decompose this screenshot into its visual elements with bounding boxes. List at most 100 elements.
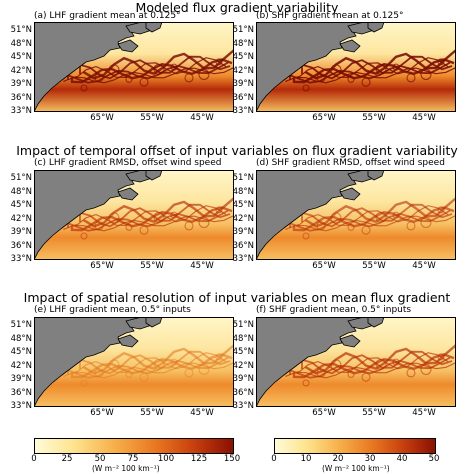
gulf-stream-band	[304, 49, 456, 80]
lat-tick-label: 48°N	[10, 333, 32, 344]
lat-tick-label: 42°N	[232, 213, 254, 224]
eddy-feature	[420, 364, 432, 375]
land-mass	[117, 187, 139, 201]
map-frame	[34, 170, 234, 260]
map-panel-d	[256, 170, 456, 260]
eddy-feature	[375, 211, 387, 223]
lat-tick-label: 33°N	[232, 254, 254, 264]
lat-tick-label: 48°N	[10, 38, 32, 49]
lon-tick-label: 55°W	[140, 408, 164, 418]
lon-tick-label: 45°W	[412, 408, 436, 418]
land-mass	[145, 317, 163, 328]
lat-tick-label: 51°N	[232, 320, 254, 330]
lat-tick-label: 39°N	[10, 79, 32, 89]
gulf-stream-band	[304, 197, 456, 228]
lat-tick-label: 39°N	[10, 374, 32, 384]
eddy-feature	[330, 212, 342, 224]
land-mass	[117, 334, 139, 348]
lat-tick-label: 48°N	[232, 38, 254, 49]
eddy-feature	[302, 84, 310, 92]
lat-tick-label: 42°N	[10, 360, 32, 371]
section-title-2: Impact of temporal offset of input varia…	[16, 143, 458, 158]
eddy-feature	[184, 221, 194, 231]
lat-tick-label: 33°N	[232, 106, 254, 116]
colorbar-shf	[274, 438, 436, 454]
panel-title-e: (e) LHF gradient mean, 0.5° inputs	[34, 305, 191, 315]
land-mass	[339, 39, 361, 53]
lon-tick-label: 55°W	[362, 261, 386, 271]
eddy-feature	[170, 63, 178, 71]
eddy-feature	[139, 225, 149, 235]
eddy-feature	[125, 370, 133, 378]
gulf-stream-band	[82, 49, 234, 80]
eddy-feature	[198, 364, 210, 375]
gulf-stream-band	[79, 203, 231, 228]
land-mass	[339, 187, 361, 201]
lat-tick-label: 36°N	[232, 92, 254, 103]
eddy-feature	[153, 63, 165, 75]
lon-tick-label: 65°W	[90, 113, 114, 123]
gulf-stream-band	[82, 197, 234, 228]
gulf-stream-band	[301, 203, 453, 228]
map-frame	[256, 22, 456, 112]
map-e	[34, 317, 234, 407]
map-b	[256, 22, 456, 112]
eddy-feature	[108, 212, 120, 224]
gulf-stream-band	[79, 55, 231, 80]
map-d	[256, 170, 456, 260]
land-mass	[367, 317, 385, 328]
eddy-feature	[330, 359, 342, 371]
lon-tick-label: 65°W	[312, 261, 336, 271]
eddy-feature	[80, 84, 88, 92]
lat-tick-label: 36°N	[10, 92, 32, 103]
lat-tick-label: 39°N	[232, 79, 254, 89]
gulf-stream-band	[67, 356, 229, 379]
lat-tick-label: 45°N	[10, 52, 32, 62]
map-frame	[34, 317, 234, 407]
panel-title-c: (c) LHF gradient RMSD, offset wind speed	[34, 158, 222, 168]
colorbar-tick-label: 0	[31, 454, 37, 464]
eddy-feature	[361, 372, 371, 382]
eddy-feature	[215, 206, 223, 214]
map-panel-b	[256, 22, 456, 112]
land-mass	[339, 334, 361, 348]
lat-tick-label: 48°N	[10, 186, 32, 197]
lon-tick-label: 55°W	[140, 261, 164, 271]
gulf-stream-band	[301, 55, 453, 80]
lon-tick-label: 45°W	[412, 261, 436, 271]
eddy-feature	[406, 73, 416, 83]
eddy-feature	[139, 372, 149, 382]
lon-tick-label: 65°W	[312, 113, 336, 123]
map-c	[34, 170, 234, 260]
eddy-feature	[170, 211, 178, 219]
eddy-feature	[316, 368, 326, 378]
eddy-feature	[108, 64, 120, 76]
lat-tick-label: 48°N	[232, 186, 254, 197]
land-mass	[117, 39, 139, 53]
eddy-feature	[94, 73, 104, 83]
colorbar-tick-label: 125	[190, 454, 208, 464]
colorbar-tick-label: 0	[271, 454, 277, 464]
map-frame	[34, 22, 234, 112]
eddy-feature	[198, 69, 210, 80]
eddy-feature	[437, 353, 445, 361]
lat-tick-label: 42°N	[10, 65, 32, 76]
eddy-feature	[347, 370, 355, 378]
map-frame	[256, 170, 456, 260]
lat-tick-label: 51°N	[232, 25, 254, 35]
lat-tick-label: 45°N	[10, 347, 32, 357]
lat-tick-label: 48°N	[232, 333, 254, 344]
eddy-feature	[184, 368, 194, 378]
eddy-feature	[153, 358, 165, 370]
eddy-feature	[170, 358, 178, 366]
eddy-feature	[316, 221, 326, 231]
eddy-feature	[392, 211, 400, 219]
lat-tick-label: 45°N	[232, 52, 254, 62]
eddy-feature	[375, 63, 387, 75]
lon-tick-label: 65°W	[90, 261, 114, 271]
eddy-feature	[302, 232, 310, 240]
map-a	[34, 22, 234, 112]
colorbar-tick-label: 10	[300, 454, 312, 464]
colorbar-tick-label: 20	[332, 454, 344, 464]
eddy-feature	[184, 73, 194, 83]
